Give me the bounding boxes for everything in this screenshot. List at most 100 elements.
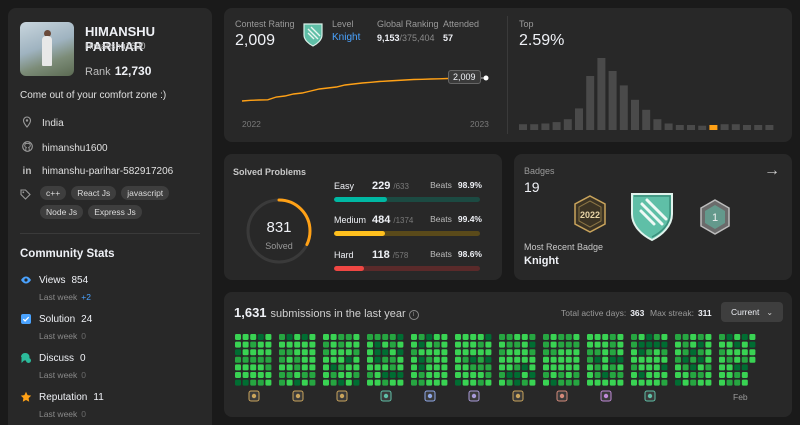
heatmap-cell bbox=[521, 356, 528, 363]
heatmap-cell bbox=[257, 372, 264, 378]
heatmap-cell bbox=[734, 379, 741, 386]
rating-distribution-histogram[interactable] bbox=[517, 8, 787, 142]
heatmap-cell bbox=[374, 379, 381, 386]
linkedin-link[interactable]: himanshu-parihar-582917206 bbox=[42, 166, 174, 177]
heatmap-cell bbox=[734, 334, 741, 340]
difficulty-progress-fill bbox=[334, 231, 386, 236]
heatmap-cell bbox=[470, 372, 477, 378]
heatmap-cell bbox=[609, 334, 616, 340]
heatmap-cell bbox=[638, 364, 645, 371]
global-rank-total: /375,404 bbox=[399, 33, 435, 43]
heatmap-cell bbox=[558, 334, 565, 340]
skill-tag[interactable]: javascript bbox=[121, 186, 170, 200]
stat-value: 0 bbox=[80, 352, 86, 364]
heatmap-cell bbox=[631, 334, 637, 340]
heatmap-cell bbox=[682, 379, 689, 386]
heatmap-cell bbox=[705, 372, 712, 378]
histogram-bar bbox=[552, 122, 561, 130]
heatmap-cell bbox=[265, 372, 272, 378]
heatmap-cell bbox=[411, 341, 417, 348]
heatmap-cell bbox=[617, 341, 624, 348]
skill-tag[interactable]: Node Js bbox=[40, 205, 84, 219]
info-icon[interactable]: i bbox=[408, 310, 419, 320]
heatmap-cell bbox=[499, 356, 505, 363]
heatmap-cell bbox=[294, 364, 301, 371]
heatmap-cell bbox=[741, 372, 748, 378]
heatmap-cell bbox=[294, 349, 301, 356]
histogram-bar bbox=[563, 119, 572, 130]
github-row[interactable]: himanshu1600 bbox=[20, 141, 108, 155]
heatmap-cell bbox=[323, 341, 329, 348]
heatmap-cell bbox=[455, 349, 461, 356]
heatmap-cell bbox=[521, 379, 528, 386]
heatmap-cell bbox=[345, 356, 352, 363]
stat-change: 0 bbox=[81, 370, 87, 380]
heatmap-cell bbox=[573, 356, 580, 363]
stat-change: +2 bbox=[81, 292, 91, 302]
global-ranking-value: 9,153/375,404 bbox=[377, 33, 435, 43]
histogram-bar bbox=[530, 124, 539, 130]
heatmap-cell bbox=[411, 372, 417, 378]
heatmap-cell bbox=[242, 372, 249, 378]
heatmap-cell bbox=[587, 334, 593, 340]
heatmap-cell bbox=[323, 334, 329, 340]
histogram-bar bbox=[642, 109, 651, 130]
heatmap-cell bbox=[323, 356, 329, 363]
guardian-badge-icon[interactable]: 1 bbox=[698, 198, 732, 239]
heatmap-cell bbox=[550, 356, 557, 363]
heatmap-cell bbox=[734, 356, 741, 363]
heatmap-cell bbox=[543, 356, 549, 363]
heatmap-cell bbox=[309, 349, 316, 356]
heatmap-cell bbox=[661, 341, 668, 348]
arrow-right-icon[interactable]: → bbox=[764, 162, 780, 179]
heatmap-cell bbox=[550, 334, 557, 340]
heatmap-cell bbox=[345, 341, 352, 348]
profile-rank: Rank 12,730 bbox=[85, 64, 151, 78]
heatmap-cell bbox=[470, 356, 477, 363]
histogram-bar bbox=[619, 85, 628, 130]
heatmap-cell bbox=[529, 334, 536, 340]
annual-badge-2022-icon[interactable]: 2022 bbox=[572, 194, 608, 237]
heatmap-cell bbox=[587, 364, 593, 371]
heatmap-cell bbox=[235, 341, 241, 348]
heatmap-cell bbox=[697, 341, 704, 348]
heatmap-cell bbox=[462, 364, 469, 371]
heatmap-cell bbox=[594, 341, 601, 348]
avatar[interactable] bbox=[20, 22, 74, 76]
skill-tag[interactable]: Express Js bbox=[88, 205, 142, 219]
heatmap-cell bbox=[477, 364, 484, 371]
heatmap-cell bbox=[294, 372, 301, 378]
level-value[interactable]: Knight bbox=[332, 32, 361, 43]
heatmap-cell bbox=[646, 356, 653, 363]
skill-tag[interactable]: c++ bbox=[40, 186, 67, 200]
heatmap-cell bbox=[749, 341, 756, 348]
solved-progress-ring[interactable] bbox=[244, 196, 314, 266]
heatmap-cell bbox=[638, 341, 645, 348]
heatmap-cell bbox=[565, 372, 572, 378]
heatmap-cell bbox=[705, 341, 712, 348]
heatmap-cell bbox=[265, 349, 272, 356]
heatmap-cell bbox=[719, 356, 725, 363]
heatmap-cell bbox=[441, 349, 448, 356]
heatmap-cell bbox=[367, 364, 373, 371]
heatmap-cell bbox=[374, 356, 381, 363]
heatmap-cell bbox=[661, 356, 668, 363]
year-select-dropdown[interactable]: Current ⌄ bbox=[721, 302, 783, 322]
heatmap-cell bbox=[382, 379, 389, 386]
heatmap-cell bbox=[279, 334, 285, 340]
heatmap-cell bbox=[499, 379, 505, 386]
heatmap-cell bbox=[286, 349, 293, 356]
heatmap-cell bbox=[294, 341, 301, 348]
submission-heatmap[interactable] bbox=[224, 292, 792, 417]
difficulty-solved: 229 bbox=[372, 180, 391, 192]
linkedin-row[interactable]: in himanshu-parihar-582917206 bbox=[20, 166, 174, 177]
top-label: Top bbox=[519, 19, 534, 29]
heatmap-cell bbox=[587, 379, 593, 386]
star-icon bbox=[20, 391, 32, 403]
heatmap-cell bbox=[411, 379, 417, 386]
heatmap-cell bbox=[550, 364, 557, 371]
skill-tag[interactable]: React Js bbox=[71, 186, 117, 200]
heatmap-cell bbox=[609, 349, 616, 356]
knight-badge-icon[interactable] bbox=[628, 188, 676, 245]
github-link[interactable]: himanshu1600 bbox=[42, 142, 108, 154]
